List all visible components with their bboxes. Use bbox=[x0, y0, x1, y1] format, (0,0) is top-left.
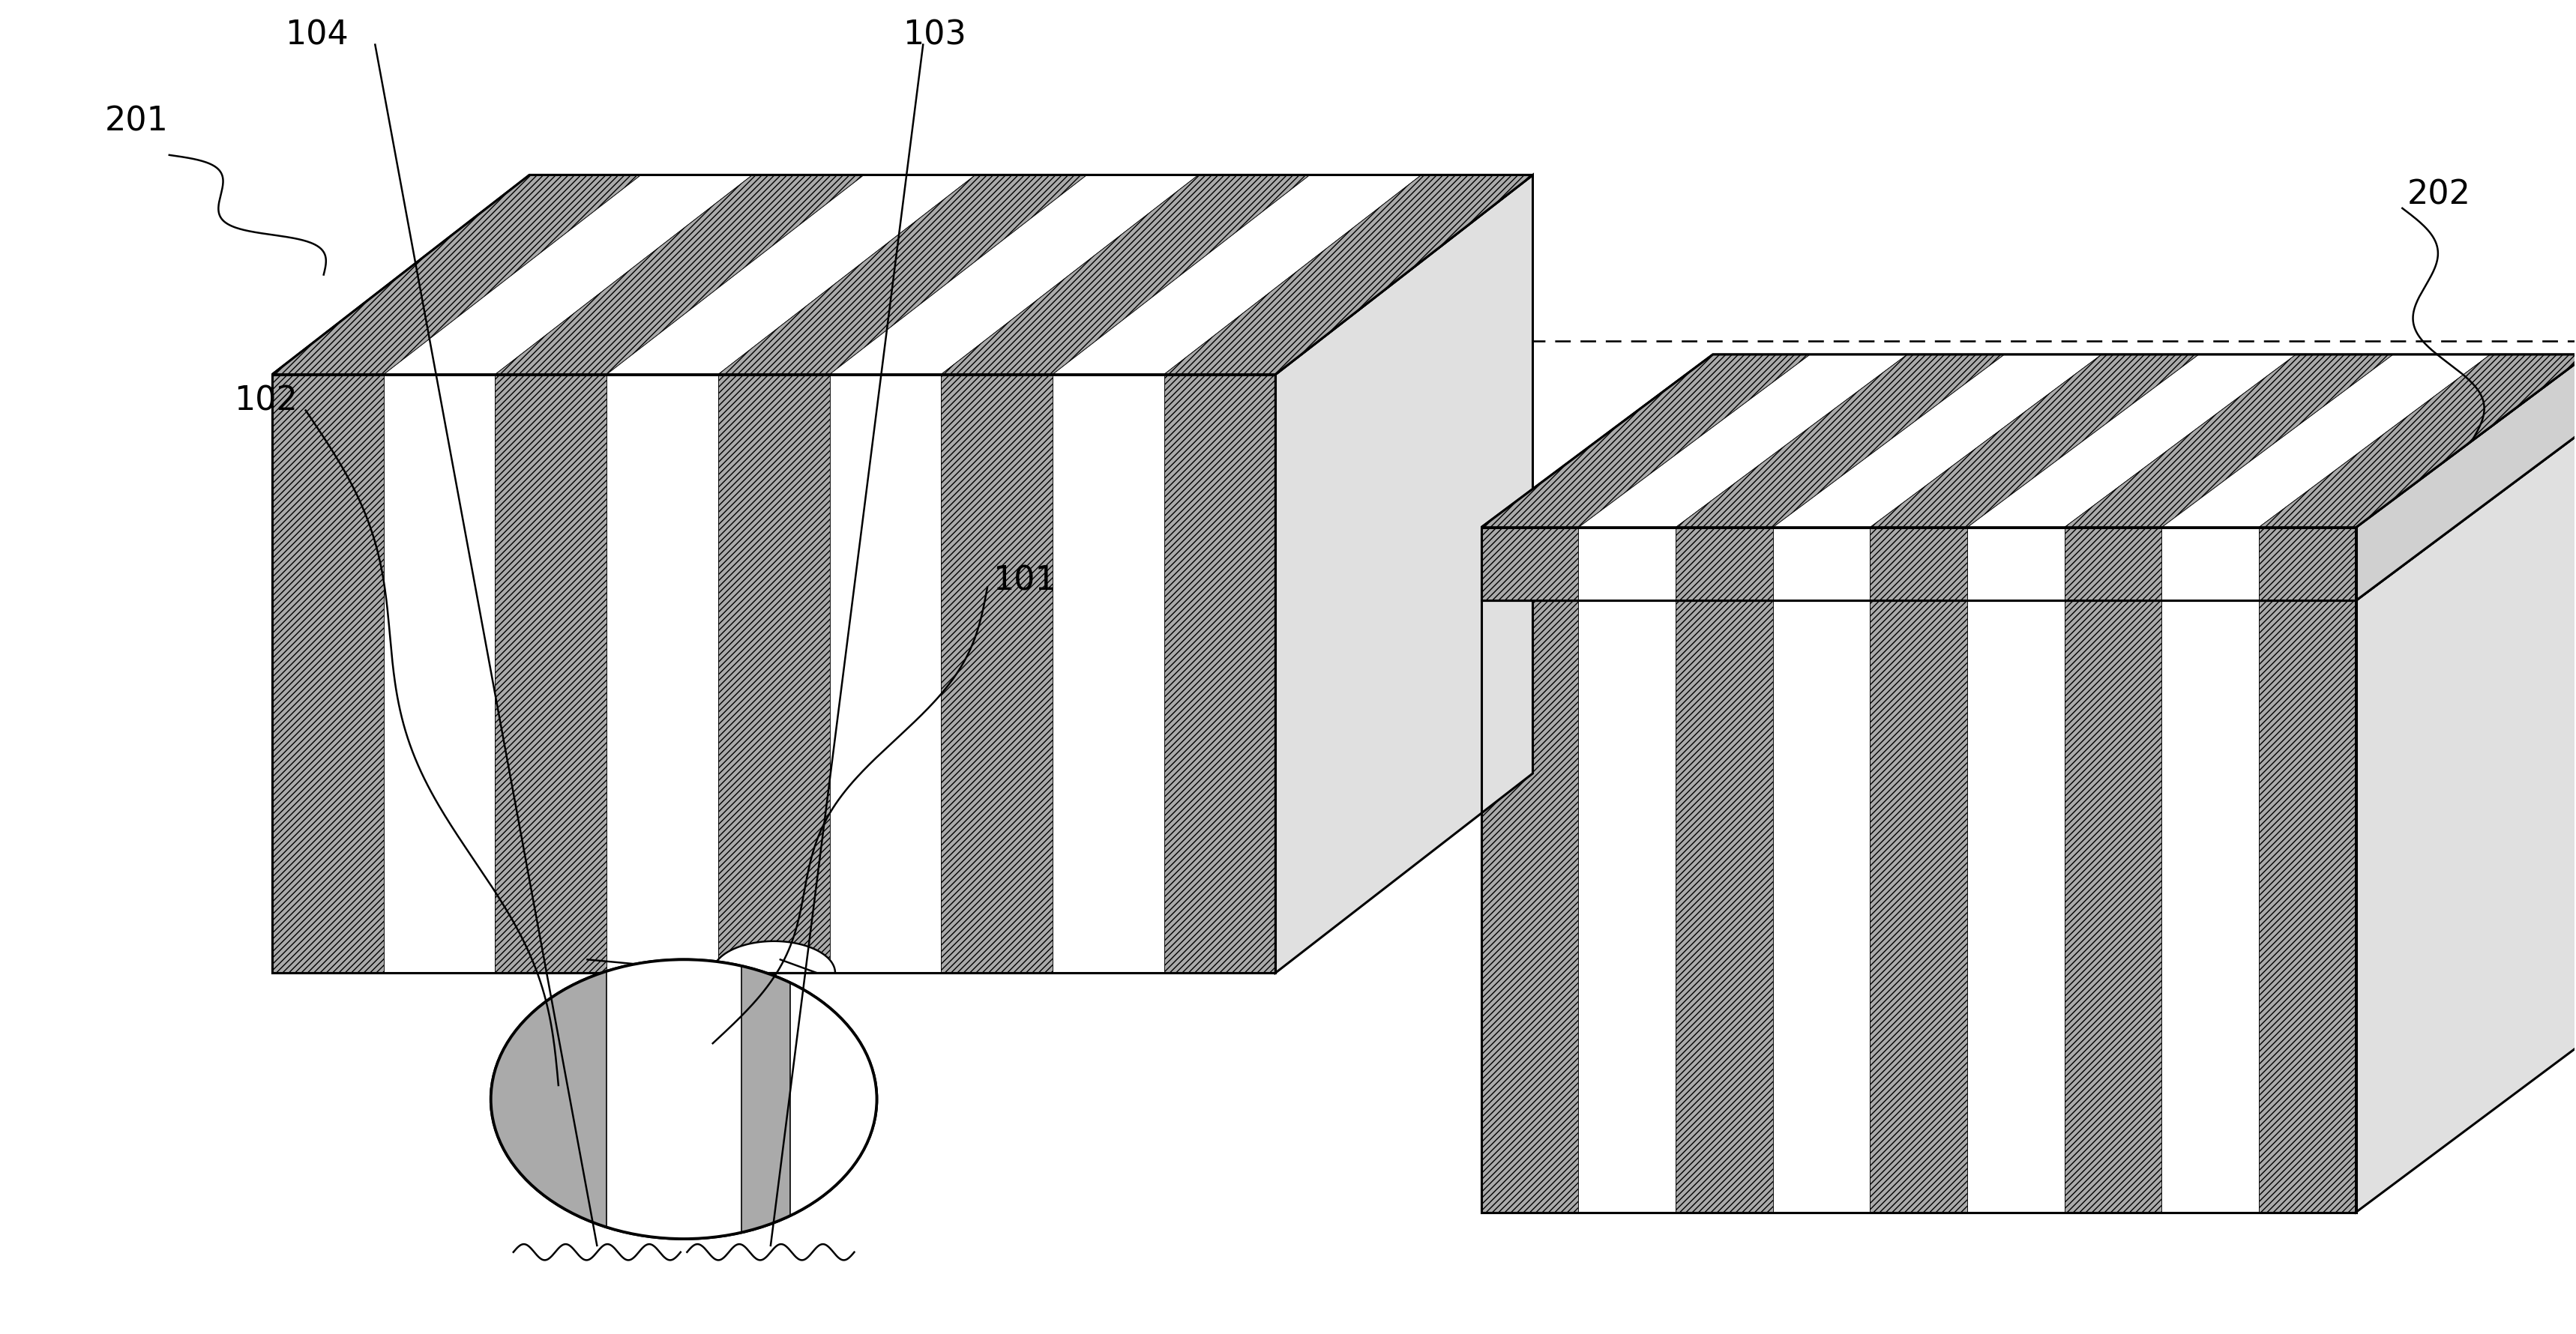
Polygon shape bbox=[1164, 375, 1275, 972]
Polygon shape bbox=[719, 375, 829, 972]
Polygon shape bbox=[2063, 527, 2161, 600]
Polygon shape bbox=[495, 375, 605, 972]
Polygon shape bbox=[1481, 600, 2354, 1213]
Text: 102: 102 bbox=[234, 386, 299, 418]
Polygon shape bbox=[2259, 600, 2354, 1213]
Text: 202: 202 bbox=[2406, 179, 2470, 211]
Polygon shape bbox=[829, 375, 940, 972]
Polygon shape bbox=[1579, 600, 1674, 1213]
Polygon shape bbox=[1674, 527, 1772, 600]
Polygon shape bbox=[940, 375, 1051, 972]
Polygon shape bbox=[714, 942, 835, 972]
Polygon shape bbox=[384, 175, 752, 375]
Polygon shape bbox=[719, 175, 1087, 375]
Polygon shape bbox=[273, 175, 641, 375]
Polygon shape bbox=[1870, 355, 2197, 527]
Ellipse shape bbox=[492, 959, 876, 1239]
Text: 104: 104 bbox=[286, 19, 348, 52]
Polygon shape bbox=[1051, 175, 1422, 375]
Polygon shape bbox=[495, 175, 863, 375]
Polygon shape bbox=[829, 175, 1198, 375]
Polygon shape bbox=[1965, 527, 2063, 600]
Polygon shape bbox=[1481, 355, 1808, 527]
Polygon shape bbox=[2161, 355, 2488, 527]
Polygon shape bbox=[1579, 527, 1674, 600]
Polygon shape bbox=[2259, 355, 2576, 527]
Polygon shape bbox=[605, 175, 976, 375]
Text: 201: 201 bbox=[106, 105, 167, 137]
Polygon shape bbox=[1965, 355, 2295, 527]
Polygon shape bbox=[605, 820, 742, 1334]
Polygon shape bbox=[2063, 600, 2161, 1213]
Polygon shape bbox=[1164, 175, 1533, 375]
Polygon shape bbox=[2354, 428, 2576, 1213]
Polygon shape bbox=[1870, 527, 1965, 600]
Polygon shape bbox=[1481, 527, 2354, 600]
Polygon shape bbox=[384, 375, 495, 972]
Polygon shape bbox=[1965, 600, 2063, 1213]
Polygon shape bbox=[1674, 355, 2004, 527]
Polygon shape bbox=[742, 820, 791, 1334]
Polygon shape bbox=[605, 375, 719, 972]
Polygon shape bbox=[2354, 355, 2576, 600]
Polygon shape bbox=[2259, 527, 2354, 600]
Polygon shape bbox=[273, 175, 1533, 375]
Polygon shape bbox=[1481, 355, 2576, 527]
Polygon shape bbox=[273, 375, 384, 972]
Polygon shape bbox=[940, 175, 1309, 375]
Polygon shape bbox=[273, 375, 1275, 972]
Polygon shape bbox=[1772, 355, 2102, 527]
Polygon shape bbox=[1481, 600, 1579, 1213]
Polygon shape bbox=[791, 820, 876, 1334]
Polygon shape bbox=[1772, 527, 1870, 600]
Text: 101: 101 bbox=[992, 564, 1056, 596]
Polygon shape bbox=[1481, 527, 1579, 600]
Polygon shape bbox=[1870, 600, 1965, 1213]
Polygon shape bbox=[2161, 527, 2259, 600]
Polygon shape bbox=[2063, 355, 2393, 527]
Polygon shape bbox=[492, 820, 605, 1334]
Polygon shape bbox=[1772, 600, 1870, 1213]
Polygon shape bbox=[1674, 600, 1772, 1213]
Polygon shape bbox=[2161, 600, 2259, 1213]
Polygon shape bbox=[1051, 375, 1164, 972]
Polygon shape bbox=[1275, 175, 1533, 972]
Polygon shape bbox=[1579, 355, 1906, 527]
Text: 103: 103 bbox=[902, 19, 966, 52]
Polygon shape bbox=[1481, 428, 2576, 600]
